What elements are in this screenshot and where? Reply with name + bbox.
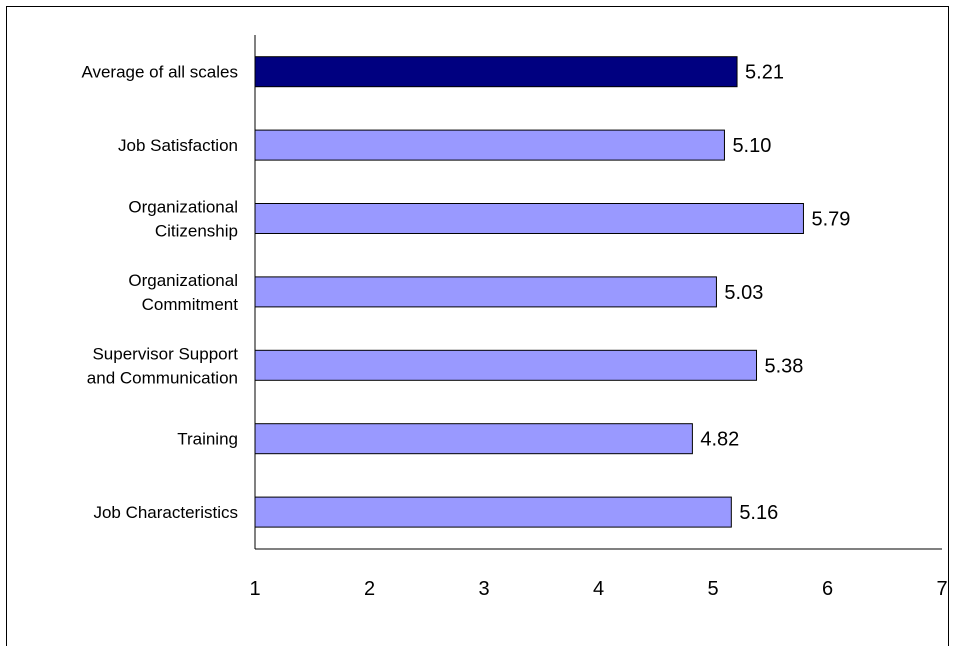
bar-value-label: 5.10 (732, 135, 771, 157)
bar (254, 496, 732, 528)
bar-chart: Average of all scales Job Satisfaction Org… (81, 35, 948, 600)
bar (254, 423, 693, 455)
category-label-line: Citizenship (155, 222, 238, 241)
category-label: Training (177, 430, 238, 449)
category-label: Supervisor Support and Communication (87, 344, 238, 387)
bar-value-label: 5.21 (745, 62, 784, 84)
value-labels: 5.21 5.10 5.79 5.03 5.38 4.82 5.16 (700, 62, 850, 524)
category-label-line: Training (177, 430, 238, 449)
bar-value-label: 5.79 (811, 209, 850, 231)
bar (254, 349, 758, 381)
x-tick-label: 5 (707, 578, 718, 600)
category-labels: Average of all scales Job Satisfaction Org… (81, 63, 238, 522)
category-label-line: Organizational (128, 198, 238, 217)
category-label: Organizational Commitment (128, 271, 238, 314)
x-tick-label: 1 (249, 578, 260, 600)
category-label-line: Job Satisfaction (118, 136, 238, 155)
chart-frame (6, 6, 949, 646)
category-label-line: Job Characteristics (93, 503, 238, 522)
x-tick-labels: 1 2 3 4 5 6 7 (249, 578, 947, 600)
category-label-line: Commitment (142, 295, 239, 314)
x-tick-label: 7 (936, 578, 947, 600)
category-label-line: and Communication (87, 368, 238, 387)
bar-value-label: 4.82 (700, 429, 739, 451)
bar (254, 56, 738, 88)
bar-value-label: 5.16 (739, 502, 778, 524)
bar (254, 203, 804, 234)
x-tick-label: 6 (822, 578, 833, 600)
category-label-line: Average of all scales (81, 63, 238, 82)
category-label: Job Characteristics (93, 503, 238, 522)
bar-value-label: 5.38 (765, 355, 804, 377)
category-label-line: Supervisor Support (92, 344, 238, 363)
x-tick-label: 4 (593, 578, 604, 600)
bar (254, 276, 717, 308)
category-label: Job Satisfaction (118, 136, 238, 155)
category-label: Average of all scales (81, 63, 238, 82)
bars (254, 56, 804, 528)
category-label-line: Organizational (128, 271, 238, 290)
category-label: Organizational Citizenship (128, 198, 238, 241)
bar-value-label: 5.03 (724, 282, 763, 304)
bar (254, 129, 725, 161)
x-tick-label: 3 (478, 578, 489, 600)
x-tick-label: 2 (364, 578, 375, 600)
